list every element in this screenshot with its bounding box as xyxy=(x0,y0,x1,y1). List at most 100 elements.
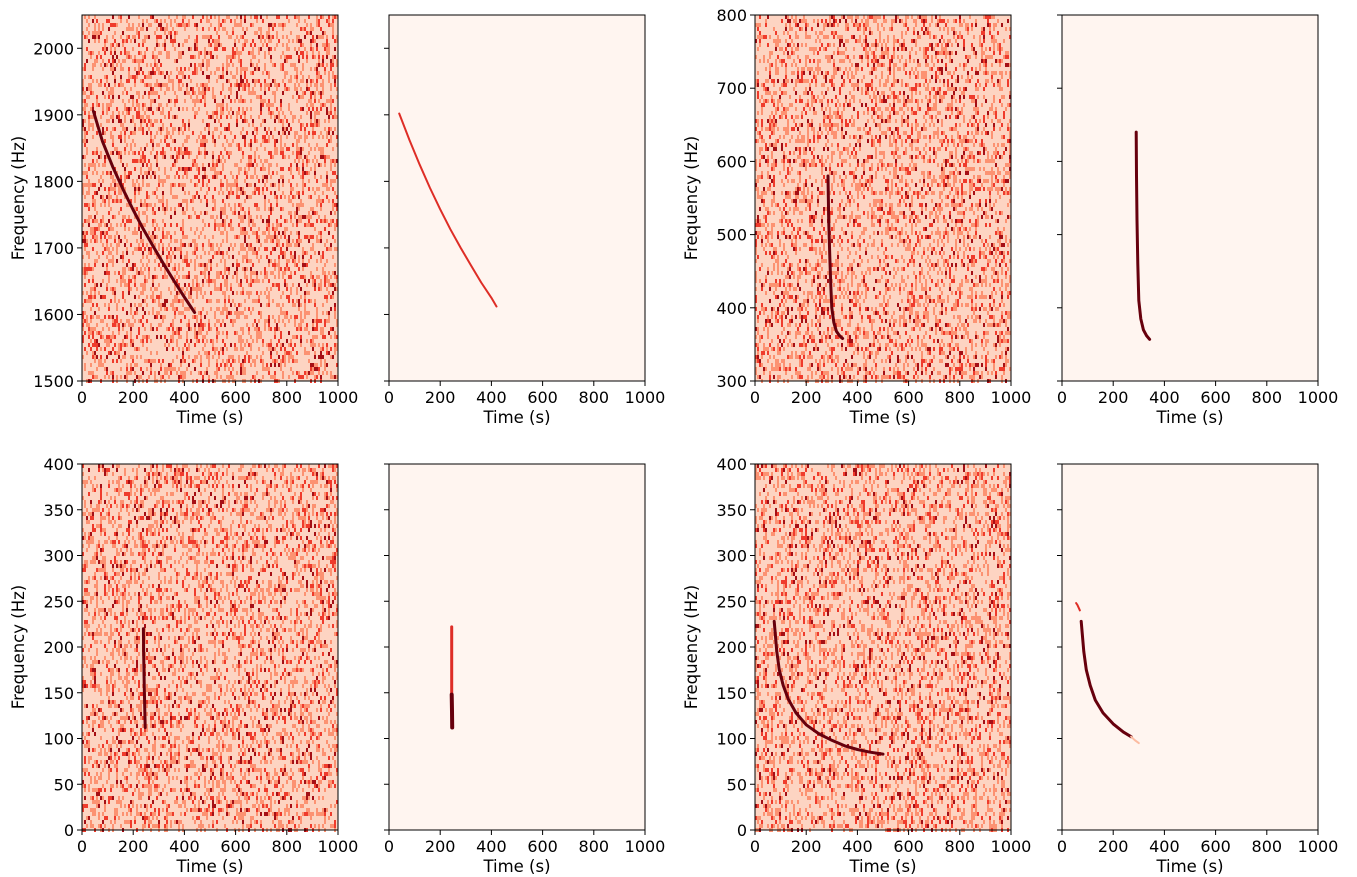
noise-cells-red xyxy=(82,15,338,383)
y-tick-label: 400 xyxy=(43,455,74,474)
x-axis-label: Time (s) xyxy=(848,408,916,427)
y-tick-label: 300 xyxy=(43,547,74,566)
axes-frame xyxy=(388,14,646,382)
subplot-bottom-right-noisy: 0 200 400 600 800 1000 0 50 100 150 200 250 300 350 40… xyxy=(682,455,1031,876)
y-axis-label: Frequency (Hz) xyxy=(682,136,701,260)
heatmap-background xyxy=(1062,15,1318,381)
y-tick-label: 250 xyxy=(716,592,747,611)
y-tick-label: 200 xyxy=(43,638,74,657)
noise-cells-dark xyxy=(82,464,338,832)
x-tick-label: 200 xyxy=(425,837,456,856)
y-tick-label: 400 xyxy=(716,299,747,318)
x-tick-label: 200 xyxy=(1098,388,1129,407)
y-tick-label: 350 xyxy=(716,501,747,520)
noise-cells-red xyxy=(755,464,1011,832)
x-tick-label: 1000 xyxy=(1298,388,1339,407)
x-tick-label: 600 xyxy=(1200,837,1231,856)
x-tick-label: 400 xyxy=(1149,388,1180,407)
heatmap-background xyxy=(389,464,645,830)
x-tick-label: 200 xyxy=(118,837,149,856)
heatmap-background xyxy=(1062,464,1318,830)
noise-cells-red xyxy=(82,464,338,832)
x-tick-label: 1000 xyxy=(991,388,1032,407)
signal-trace-2 xyxy=(1130,735,1140,745)
y-tick-label: 150 xyxy=(43,684,74,703)
y-tick-label: 2000 xyxy=(33,39,74,58)
y-tick-label: 500 xyxy=(716,226,747,245)
x-tick-label: 1000 xyxy=(318,388,359,407)
y-tick-label: 300 xyxy=(716,547,747,566)
x-axis-label: Time (s) xyxy=(482,408,550,427)
y-tick-label: 50 xyxy=(54,775,74,794)
noise-cells-dark xyxy=(755,15,1011,383)
heatmap-background xyxy=(389,15,645,381)
subplot-bottom-right-clean: 0 200 400 600 800 1000 Time (s) xyxy=(1057,463,1339,876)
y-tick-label: 100 xyxy=(43,730,74,749)
y-tick-label: 600 xyxy=(716,152,747,171)
x-tick-label: 400 xyxy=(476,837,507,856)
x-tick-label: 400 xyxy=(842,388,873,407)
signal-trace-1 xyxy=(1079,619,1133,739)
y-axis-label: Frequency (Hz) xyxy=(9,136,28,260)
x-tick-label: 1000 xyxy=(625,388,666,407)
y-tick-label: 0 xyxy=(737,821,747,840)
x-tick-label: 0 xyxy=(77,837,87,856)
signal-trace-1 xyxy=(449,692,455,730)
x-tick-label: 1000 xyxy=(1298,837,1339,856)
y-tick-label: 1900 xyxy=(33,106,74,125)
x-axis-label: Time (s) xyxy=(482,857,550,876)
signal-trace-0 xyxy=(398,112,498,308)
axes-frame xyxy=(1061,14,1319,382)
noise-cells-mid xyxy=(82,15,338,383)
y-tick-label: 700 xyxy=(716,79,747,98)
x-tick-label: 400 xyxy=(1149,837,1180,856)
x-tick-label: 800 xyxy=(272,388,303,407)
x-tick-label: 200 xyxy=(791,837,822,856)
y-tick-label: 100 xyxy=(716,730,747,749)
y-tick-label: 800 xyxy=(716,6,747,25)
noise-cells-dark xyxy=(755,464,1011,832)
x-tick-label: 1000 xyxy=(991,837,1032,856)
x-axis-label: Time (s) xyxy=(848,857,916,876)
x-tick-label: 600 xyxy=(220,388,251,407)
x-tick-label: 0 xyxy=(77,388,87,407)
signal-trace-0 xyxy=(141,627,147,729)
x-tick-label: 200 xyxy=(1098,837,1129,856)
x-tick-label: 800 xyxy=(579,388,610,407)
x-tick-label: 1000 xyxy=(625,837,666,856)
x-tick-label: 600 xyxy=(527,388,558,407)
x-axis-label: Time (s) xyxy=(175,857,243,876)
y-tick-label: 400 xyxy=(716,455,747,474)
x-tick-label: 0 xyxy=(750,388,760,407)
y-tick-label: 150 xyxy=(716,684,747,703)
y-tick-label: 1500 xyxy=(33,372,74,391)
axes-frame xyxy=(81,14,339,382)
x-axis-label: Time (s) xyxy=(175,408,243,427)
signal-trace-0 xyxy=(1075,602,1081,612)
signal-trace-0 xyxy=(1134,130,1152,341)
y-axis-label: Frequency (Hz) xyxy=(9,585,28,709)
subplot-bottom-left-clean: 0 200 400 600 800 1000 Time (s) xyxy=(384,463,666,876)
x-tick-label: 600 xyxy=(220,837,251,856)
subplot-top-right-noisy: 0 200 400 600 800 1000 300 400 500 600 700 800 Time … xyxy=(682,6,1031,427)
x-tick-label: 600 xyxy=(893,388,924,407)
subplot-top-left-clean: 0 200 400 600 800 1000 Time (s) xyxy=(384,14,666,427)
noise-cells-mid xyxy=(755,464,1011,832)
y-tick-label: 1700 xyxy=(33,239,74,258)
y-tick-label: 300 xyxy=(716,372,747,391)
x-axis-label: Time (s) xyxy=(1155,857,1223,876)
x-tick-label: 200 xyxy=(425,388,456,407)
subplot-top-left-noisy: 0 200 400 600 800 1000 1500 1600 1700 1800 1900 200… xyxy=(9,14,359,427)
x-tick-label: 400 xyxy=(169,837,200,856)
x-tick-label: 0 xyxy=(1057,837,1067,856)
x-tick-label: 0 xyxy=(384,388,394,407)
y-tick-label: 200 xyxy=(716,638,747,657)
x-tick-label: 800 xyxy=(272,837,303,856)
x-tick-label: 400 xyxy=(169,388,200,407)
axes-frame xyxy=(754,14,1012,382)
signal-trace-0 xyxy=(772,619,885,756)
y-tick-label: 0 xyxy=(64,821,74,840)
signal-trace-0 xyxy=(92,110,197,314)
x-tick-label: 400 xyxy=(476,388,507,407)
